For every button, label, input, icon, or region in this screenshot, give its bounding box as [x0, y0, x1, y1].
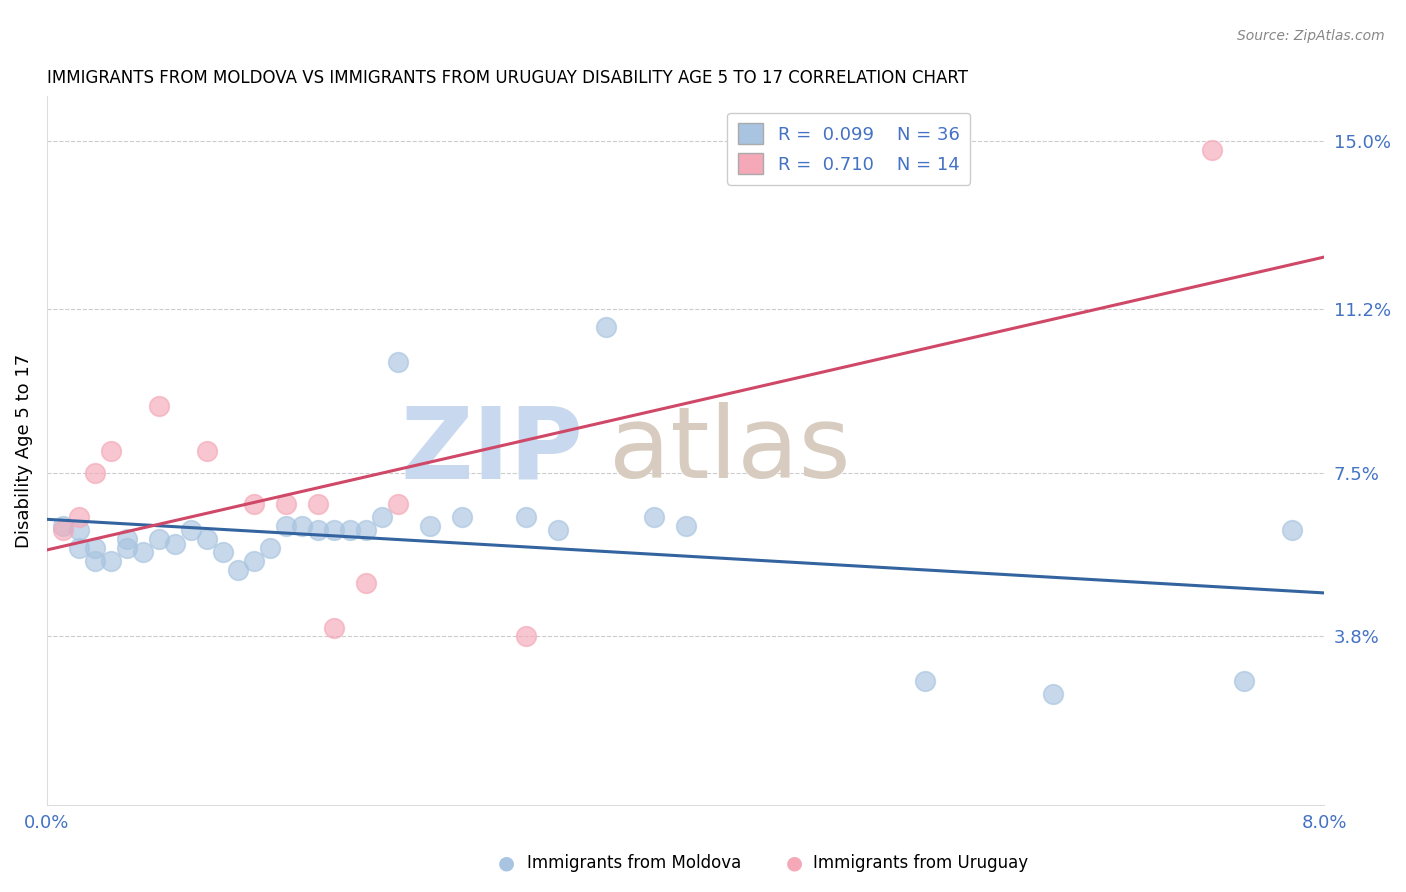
Point: [914, 673, 936, 688]
Point: [371, 510, 394, 524]
Point: [52, 518, 75, 533]
Legend: R =  0.099    N = 36, R =  0.710    N = 14: R = 0.099 N = 36, R = 0.710 N = 14: [727, 112, 970, 185]
Point: [67, 541, 90, 555]
Point: [228, 563, 250, 577]
Point: [339, 523, 361, 537]
Point: [291, 518, 314, 533]
Point: [195, 443, 218, 458]
Point: [195, 532, 218, 546]
Point: [515, 630, 537, 644]
Point: [148, 532, 170, 546]
Point: [547, 523, 569, 537]
Point: [1233, 673, 1256, 688]
Text: IMMIGRANTS FROM MOLDOVA VS IMMIGRANTS FROM URUGUAY DISABILITY AGE 5 TO 17 CORREL: IMMIGRANTS FROM MOLDOVA VS IMMIGRANTS FR…: [46, 69, 967, 87]
Point: [243, 497, 266, 511]
Point: [276, 497, 298, 511]
Point: [1201, 143, 1223, 157]
Text: ●: ●: [786, 854, 803, 872]
Point: [323, 621, 346, 635]
Point: [115, 541, 138, 555]
Point: [387, 497, 409, 511]
Point: [100, 554, 122, 568]
Point: [67, 523, 90, 537]
Point: [67, 510, 90, 524]
Text: ZIP: ZIP: [401, 402, 583, 499]
Point: [276, 518, 298, 533]
Point: [307, 497, 329, 511]
Point: [52, 523, 75, 537]
Point: [115, 532, 138, 546]
Point: [675, 518, 697, 533]
Text: Immigrants from Uruguay: Immigrants from Uruguay: [813, 855, 1028, 872]
Point: [259, 541, 281, 555]
Text: Immigrants from Moldova: Immigrants from Moldova: [527, 855, 741, 872]
Point: [83, 554, 105, 568]
Point: [419, 518, 441, 533]
Point: [1281, 523, 1303, 537]
Point: [451, 510, 474, 524]
Point: [515, 510, 537, 524]
Point: [211, 545, 233, 559]
Point: [354, 523, 377, 537]
Text: Source: ZipAtlas.com: Source: ZipAtlas.com: [1237, 29, 1385, 43]
Point: [354, 576, 377, 591]
Text: atlas: atlas: [609, 402, 851, 499]
Point: [131, 545, 153, 559]
Point: [243, 554, 266, 568]
Y-axis label: Disability Age 5 to 17: Disability Age 5 to 17: [15, 353, 32, 548]
Point: [148, 399, 170, 413]
Point: [1042, 687, 1064, 701]
Point: [83, 466, 105, 480]
Point: [163, 536, 186, 550]
Point: [643, 510, 665, 524]
Point: [323, 523, 346, 537]
Text: ●: ●: [498, 854, 515, 872]
Point: [595, 319, 617, 334]
Point: [180, 523, 202, 537]
Point: [307, 523, 329, 537]
Point: [100, 443, 122, 458]
Point: [387, 355, 409, 369]
Point: [83, 541, 105, 555]
